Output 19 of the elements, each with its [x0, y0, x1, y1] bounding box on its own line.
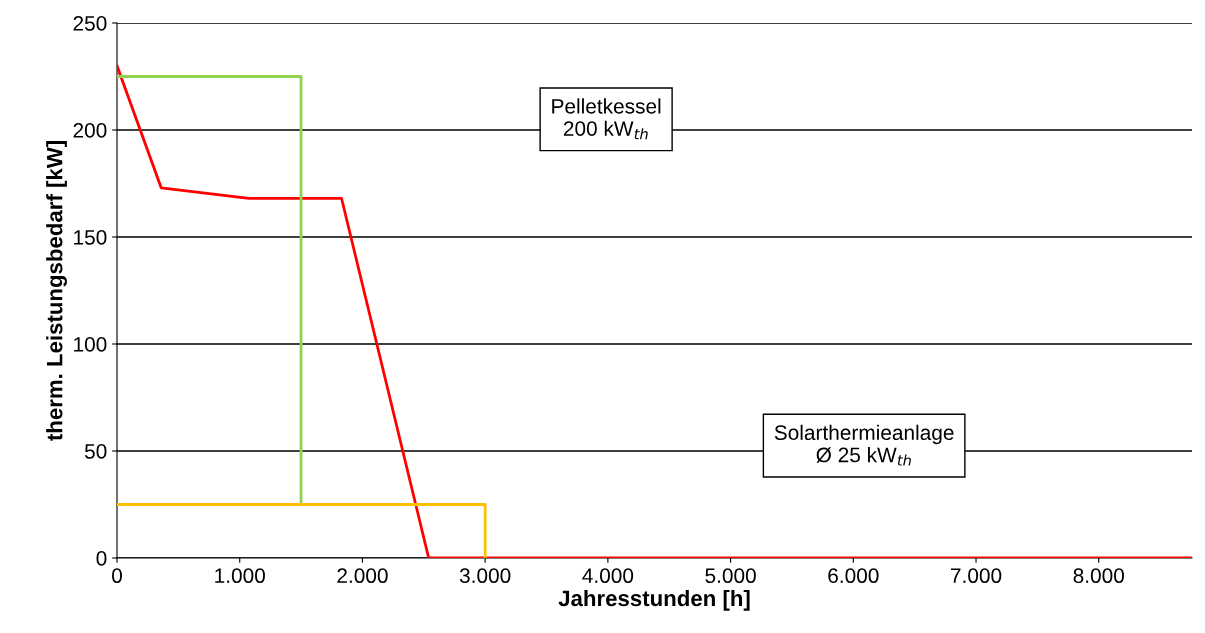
x-tick-label: 2.000	[337, 568, 388, 584]
y-tick-label: 250	[73, 16, 107, 31]
y-axis-title: therm. Leistungsbedarf [kW]	[46, 141, 67, 441]
x-tick-label: 5.000	[705, 568, 756, 584]
y-tick-label: 0	[96, 551, 107, 566]
x-tick-label: 1.000	[215, 568, 265, 584]
x-tick-label: 8.000	[1073, 568, 1124, 584]
y-tick-label: 50	[84, 444, 107, 459]
y-tick-label: 200	[73, 123, 107, 138]
x-tick-label: 0	[112, 568, 122, 584]
y-tick-label: 150	[74, 230, 107, 245]
x-axis-title: Jahresstunden [h]	[558, 589, 750, 611]
x-tick-label: 3.000	[459, 568, 511, 584]
annotation: Solarthermieanlage Ø 25 kW$_{th}$	[774, 424, 954, 466]
x-tick-label: 7.000	[951, 568, 1002, 584]
y-tick-label: 100	[74, 337, 107, 352]
x-tick-label: 4.000	[582, 568, 634, 584]
x-tick-label: 6.000	[828, 568, 879, 584]
annotation: Pelletkessel 200 kW$_{th}$	[552, 98, 661, 140]
